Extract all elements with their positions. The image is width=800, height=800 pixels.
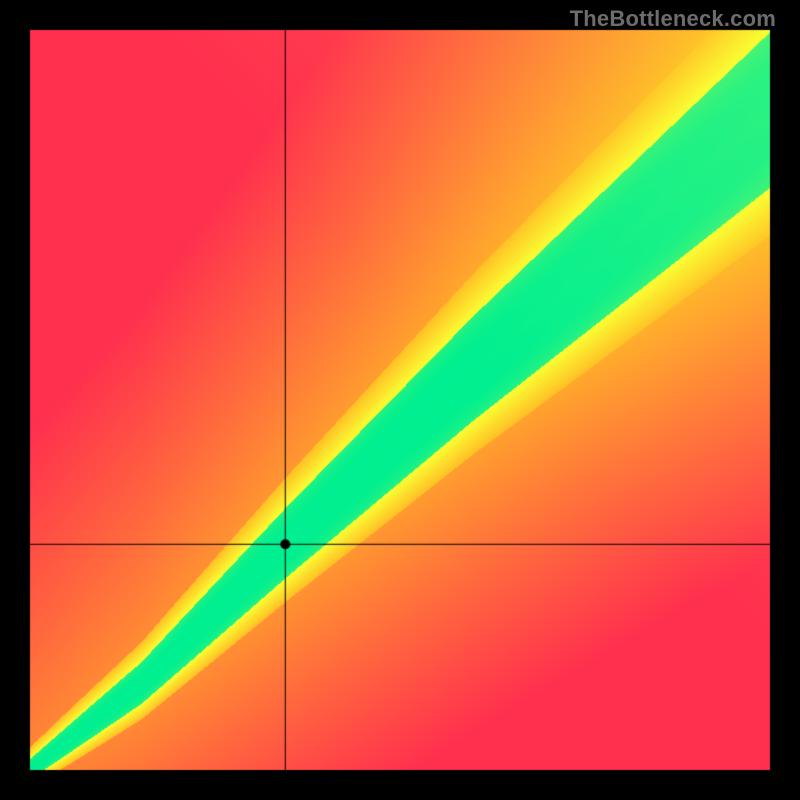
figure-container: TheBottleneck.com [0,0,800,800]
watermark-text: TheBottleneck.com [570,6,776,32]
heatmap-canvas [0,0,800,800]
